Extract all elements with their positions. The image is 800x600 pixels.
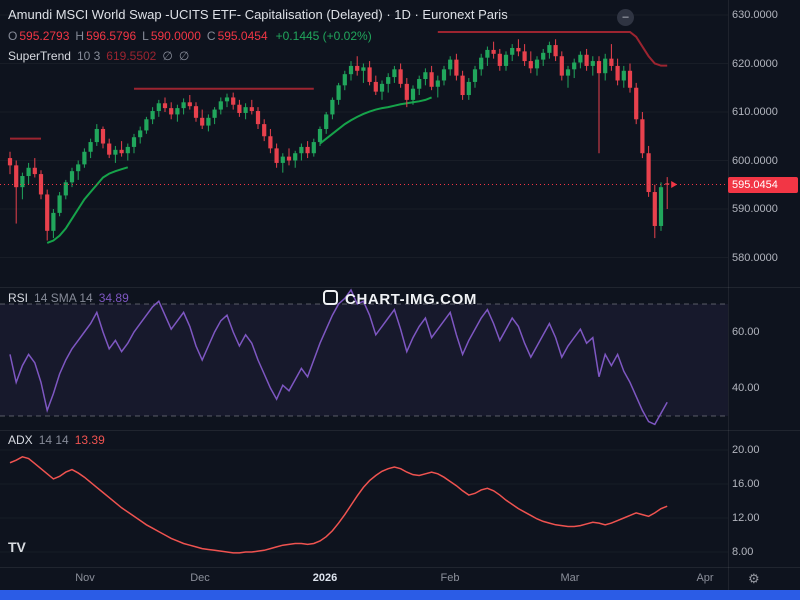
time-axis-label: 2026 [312, 572, 338, 584]
rsi-params: 14 SMA 14 [34, 291, 93, 305]
current-price-label: 595.0454 [728, 176, 798, 193]
axis-tick-label: 60.00 [732, 326, 760, 338]
main-legend: Amundi MSCI World Swap -UCITS ETF- Capit… [8, 8, 508, 70]
supertrend-empty-icon: ∅ [162, 49, 173, 63]
adx-value: 13.39 [74, 433, 105, 447]
axis-tick-label: 40.00 [732, 382, 760, 394]
legend-collapse-button[interactable]: – [617, 9, 634, 26]
rsi-legend: RSI 14 SMA 14 34.89 [8, 292, 129, 312]
supertrend-value: 619.5502 [106, 49, 157, 63]
price-axis-border [728, 0, 729, 590]
symbol-title[interactable]: Amundi MSCI World Swap -UCITS ETF- Capit… [8, 7, 508, 22]
open-label: O [8, 29, 18, 43]
time-axis[interactable]: Nov Dec 2026 Feb Mar Apr [0, 568, 800, 590]
tradingview-logo[interactable]: TV [8, 538, 34, 556]
rsi-label[interactable]: RSI [8, 291, 29, 305]
rsi-value: 34.89 [98, 291, 129, 305]
panel-separator[interactable] [0, 287, 800, 288]
supertrend-label[interactable]: SuperTrend [8, 49, 71, 63]
supertrend-params: 10 3 [76, 49, 101, 63]
adx-legend: ADX 14 14 13.39 [8, 434, 105, 454]
axis-tick-label: 16.00 [732, 478, 760, 490]
settings-gear-icon[interactable]: ⚙ [748, 571, 760, 586]
price-panel[interactable] [0, 0, 728, 287]
axis-tick-label: 20.00 [732, 444, 760, 456]
time-axis-label: Dec [190, 572, 210, 584]
axis-tick-label: 590.0000 [732, 203, 778, 215]
time-axis-label: Mar [560, 572, 580, 584]
axis-tick-label: 610.0000 [732, 106, 778, 118]
bottom-bar [0, 590, 800, 600]
time-axis-label: Feb [440, 572, 460, 584]
low-value: 590.0000 [150, 29, 201, 43]
axis-tick-label: 600.0000 [732, 154, 778, 167]
axis-tick-label: 8.00 [732, 546, 754, 558]
change-value: +0.1445 (+0.02%) [275, 29, 372, 43]
axis-tick-label: 630.0000 [732, 9, 778, 21]
time-axis-label: Nov [75, 572, 95, 584]
watermark-text: CHART-IMG.COM [345, 291, 477, 308]
time-axis-label: Apr [696, 572, 714, 584]
adx-label[interactable]: ADX [8, 433, 33, 447]
high-label: H [75, 29, 85, 43]
open-value: 595.2793 [19, 29, 70, 43]
price-axis[interactable]: 595.0454 630.0000 620.0000 610.0000 600.000… [728, 0, 800, 590]
rsi-panel[interactable] [0, 288, 728, 430]
svg-text:TV: TV [8, 539, 27, 555]
supertrend-empty-icon: ∅ [178, 49, 190, 63]
adx-panel[interactable] [0, 432, 728, 567]
supertrend-row: SuperTrend 10 3 619.5502 ∅ ∅ [8, 50, 508, 62]
time-axis-separator [0, 567, 800, 568]
high-value: 596.5796 [86, 29, 137, 43]
close-label: C [206, 29, 216, 43]
axis-tick-label: 12.00 [732, 512, 760, 524]
adx-params: 14 14 [38, 433, 69, 447]
ohlc-row: O 595.2793 H 596.5796 L 590.0000 C 595.0454 … [8, 30, 508, 42]
low-label: L [142, 29, 149, 43]
chart-img-logo-icon [323, 290, 339, 305]
axis-tick-label: 580.0000 [732, 251, 778, 264]
axis-tick-label: 620.0000 [732, 57, 778, 70]
panel-separator[interactable] [0, 430, 800, 431]
watermark: CHART-IMG.COM [0, 290, 800, 308]
close-value: 595.0454 [217, 29, 268, 43]
